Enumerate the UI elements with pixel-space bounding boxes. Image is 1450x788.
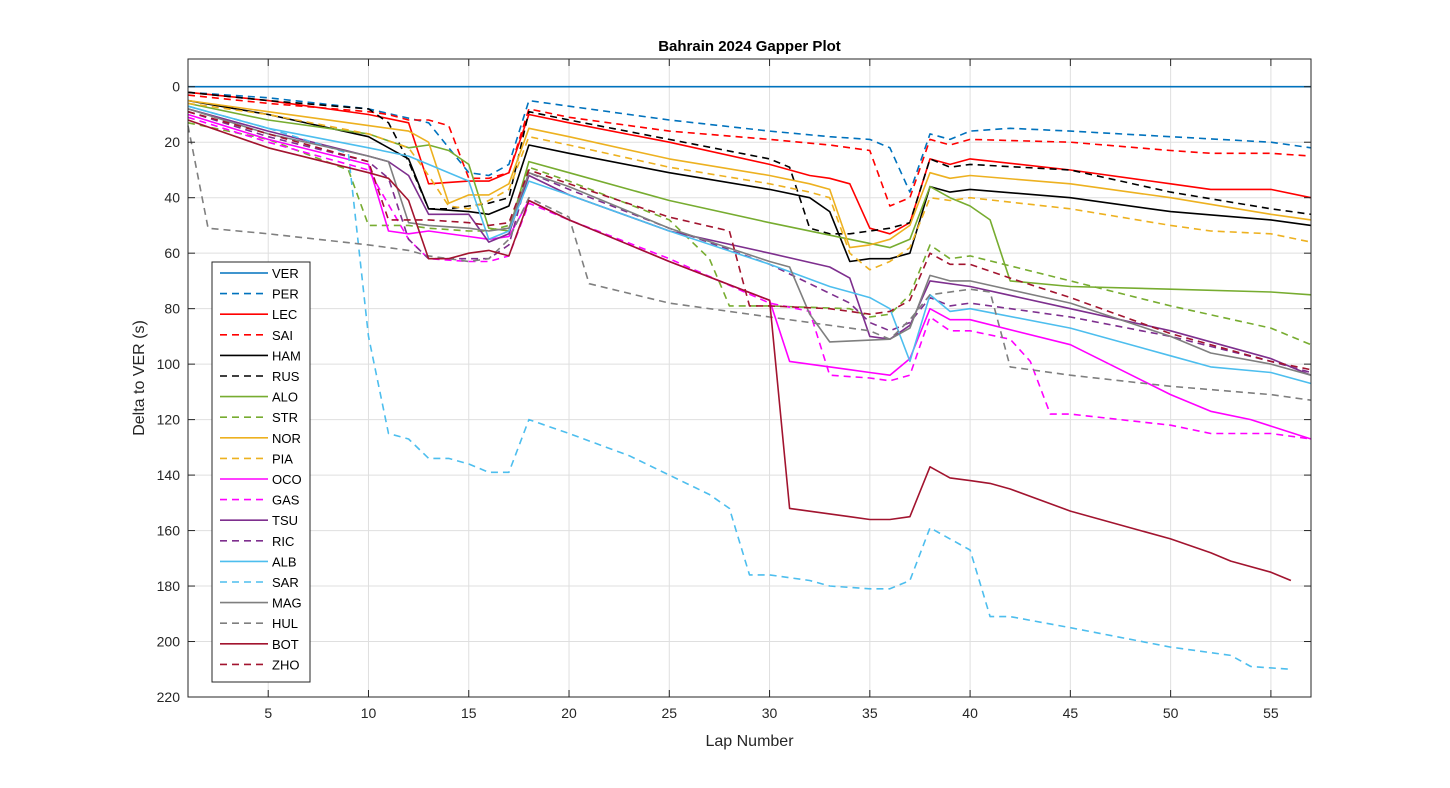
series-line-gas [187, 116, 1312, 440]
legend-label-per: PER [272, 287, 299, 302]
series-line-hul [187, 125, 1312, 401]
axes-box [187, 58, 1312, 698]
legend: VER PER LEC SAI HAM RUS ALO STR NOR PIA OCO GAS TSU R… [211, 261, 311, 683]
x-tick-label: 25 [661, 705, 677, 721]
legend-label-ric: RIC [272, 534, 294, 549]
x-tick-label: 55 [1263, 705, 1279, 721]
series-line-rus [187, 91, 1312, 235]
legend-label-zho: ZHO [272, 657, 299, 672]
y-tick-label: 160 [157, 523, 181, 539]
x-tick-label: 15 [461, 705, 477, 721]
series-line-bot [187, 119, 1292, 582]
series-line-alo [187, 102, 1312, 296]
series-layer [187, 85, 1312, 671]
series-line-str [187, 122, 1312, 346]
tick-layer: 5 10 15 20 25 30 35 40 45 50 55 0 20 40 60 80 100 120 140 1… [157, 59, 1311, 721]
legend-label-sai: SAI [272, 328, 293, 343]
grid-layer [188, 59, 1311, 698]
series-line-oco [187, 113, 1312, 440]
legend-label-ham: HAM [272, 348, 301, 363]
x-axis-label: Lap Number [705, 733, 794, 750]
y-tick-label: 40 [164, 190, 180, 206]
legend-label-ver: VER [272, 266, 299, 281]
y-tick-label: 180 [157, 578, 181, 594]
legend-label-mag: MAG [272, 596, 302, 611]
series-line-ric [187, 110, 1312, 374]
x-tick-label: 10 [361, 705, 377, 721]
y-axis-label: Delta to VER (s) [131, 320, 148, 436]
legend-label-oco: OCO [272, 472, 302, 487]
legend-label-sar: SAR [272, 575, 299, 590]
chart-title: Bahrain 2024 Gapper Plot [658, 38, 841, 55]
legend-label-rus: RUS [272, 369, 300, 384]
legend-label-pia: PIA [272, 451, 293, 466]
y-tick-label: 140 [157, 467, 181, 483]
series-line-zho [187, 110, 1312, 371]
legend-label-gas: GAS [272, 493, 300, 508]
legend-label-str: STR [272, 410, 298, 425]
y-tick-label: 200 [157, 634, 181, 650]
y-tick-label: 80 [164, 301, 180, 317]
legend-box [211, 261, 311, 683]
x-tick-label: 30 [762, 705, 778, 721]
series-line-sar [187, 105, 1291, 671]
series-line-tsu [187, 108, 1312, 376]
legend-label-lec: LEC [272, 307, 297, 322]
y-tick-label: 60 [164, 245, 180, 261]
legend-label-bot: BOT [272, 637, 299, 652]
x-tick-label: 5 [264, 705, 272, 721]
y-tick-label: 100 [157, 356, 181, 372]
series-line-mag [187, 108, 1312, 376]
legend-label-nor: NOR [272, 431, 301, 446]
series-line-sai [187, 94, 1312, 207]
series-line-alb [187, 105, 1312, 385]
y-tick-label: 20 [164, 134, 180, 150]
y-tick-label: 220 [157, 689, 181, 705]
legend-label-hul: HUL [272, 616, 298, 631]
series-line-lec [187, 91, 1312, 235]
x-tick-label: 35 [862, 705, 878, 721]
series-line-per [187, 91, 1312, 193]
x-tick-label: 40 [962, 705, 978, 721]
legend-label-tsu: TSU [272, 513, 298, 528]
x-tick-label: 45 [1063, 705, 1079, 721]
x-tick-label: 20 [561, 705, 577, 721]
y-tick-label: 0 [172, 79, 180, 95]
legend-label-alo: ALO [272, 390, 298, 405]
y-tick-label: 120 [157, 412, 181, 428]
x-tick-label: 50 [1163, 705, 1179, 721]
legend-label-alb: ALB [272, 554, 297, 569]
series-line-nor [187, 99, 1312, 249]
